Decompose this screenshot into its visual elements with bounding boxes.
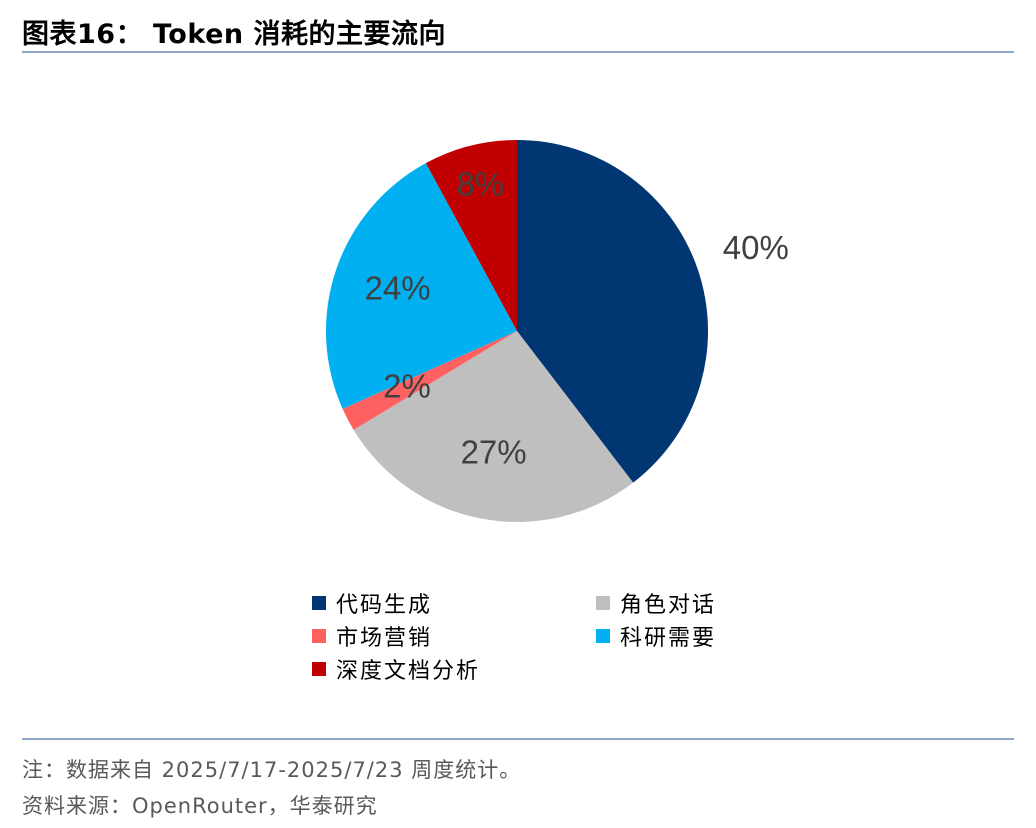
- legend-item-marketing: 市场营销: [312, 621, 596, 651]
- source-note: 资料来源：OpenRouter，华泰研究: [22, 794, 378, 818]
- data-note: 注：数据来自 2025/7/17-2025/7/23 周度统计。: [22, 758, 522, 782]
- legend-item-research: 科研需要: [596, 621, 772, 651]
- legend-swatch: [312, 629, 326, 643]
- pie-data-labels: 40% 27% 2% 24% 8%: [365, 165, 789, 470]
- slice-research: [325, 163, 517, 409]
- data-label-roleplay: 27%: [461, 434, 527, 471]
- legend-label: 代码生成: [336, 593, 433, 618]
- legend-label: 深度文档分析: [336, 659, 481, 684]
- pie-slices: [325, 140, 709, 523]
- chart-legend: 代码生成 角色对话 市场营销 科研需要 深度文档分析: [312, 588, 772, 684]
- legend-item-code-generation: 代码生成: [312, 588, 596, 618]
- data-label-marketing: 2%: [383, 367, 431, 404]
- footer-divider: [22, 738, 1014, 740]
- legend-swatch: [312, 596, 326, 610]
- slice-marketing: [342, 331, 517, 430]
- pie-chart: 40% 27% 2% 24% 8%: [325, 140, 789, 523]
- legend-swatch: [312, 662, 326, 676]
- legend-item-document-analysis: 深度文档分析: [312, 654, 596, 684]
- title-divider: [22, 51, 1014, 53]
- legend-label: 角色对话: [620, 593, 717, 618]
- data-label-research: 24%: [365, 269, 431, 306]
- legend-swatch: [596, 596, 610, 610]
- legend-label: 科研需要: [620, 626, 717, 651]
- slice-document-analysis: [425, 140, 517, 331]
- legend-item-roleplay: 角色对话: [596, 588, 772, 618]
- legend-swatch: [596, 629, 610, 643]
- data-label-document-analysis: 8%: [456, 165, 504, 202]
- slice-code-generation: [517, 140, 709, 483]
- slice-roleplay: [353, 331, 634, 523]
- chart-title: 图表16： Token 消耗的主要流向: [22, 19, 447, 50]
- legend-label: 市场营销: [336, 626, 433, 651]
- data-label-code-generation: 40%: [723, 229, 789, 266]
